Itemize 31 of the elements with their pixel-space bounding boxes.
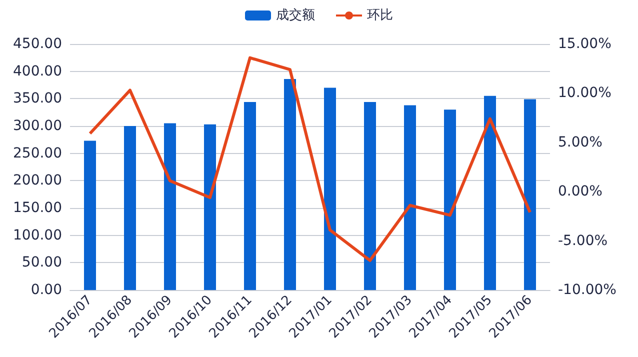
legend-label: 成交额	[276, 7, 315, 23]
bar	[124, 126, 136, 290]
y-tick-label: 450.00	[13, 36, 62, 52]
y-tick-label: 350.00	[13, 90, 62, 107]
legend-label: 环比	[367, 8, 393, 23]
bar	[404, 105, 416, 290]
y2-tick-label: 15.00%	[558, 36, 612, 52]
bar	[324, 88, 336, 290]
y-tick-label: 300.00	[13, 118, 62, 134]
y-tick-label: 100.00	[13, 227, 62, 244]
y-tick-label: 50.00	[22, 254, 62, 271]
bar	[444, 110, 456, 290]
bar	[204, 124, 216, 290]
y2-tick-label: 0.00%	[558, 184, 602, 200]
y2-tick-label: 5.00%	[558, 134, 602, 150]
y2-tick-label: -10.00%	[558, 282, 616, 298]
y-tick-label: 0.00	[30, 282, 62, 298]
bar	[284, 78, 296, 290]
bar	[364, 102, 376, 290]
y2-tick-label: -5.00%	[558, 232, 608, 249]
bar	[484, 96, 496, 290]
bar	[244, 102, 256, 290]
bar	[524, 99, 536, 290]
y-tick-label: 200.00	[13, 172, 62, 189]
bar	[84, 140, 96, 290]
y2-tick-label: 10.00%	[558, 85, 612, 102]
y-tick-label: 150.00	[13, 200, 62, 216]
y-tick-label: 250.00	[13, 145, 62, 162]
y-tick-label: 400.00	[13, 63, 62, 80]
line-series	[88, 56, 532, 262]
bar	[164, 123, 176, 290]
